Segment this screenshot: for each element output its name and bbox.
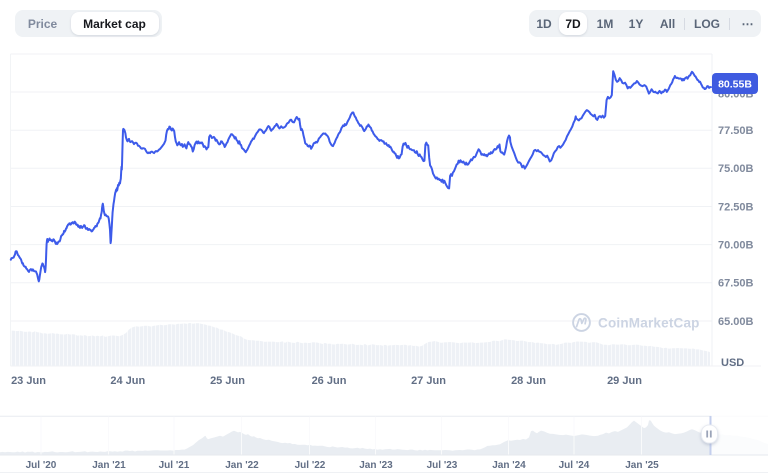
svg-text:80.55B: 80.55B — [718, 78, 752, 90]
svg-text:72.50B: 72.50B — [718, 201, 754, 213]
svg-text:75.00B: 75.00B — [718, 163, 754, 175]
svg-text:29 Jun: 29 Jun — [607, 375, 642, 387]
svg-text:28 Jun: 28 Jun — [511, 375, 546, 387]
svg-text:USD: USD — [721, 357, 744, 369]
svg-text:77.50B: 77.50B — [718, 125, 754, 137]
svg-text:27 Jun: 27 Jun — [411, 375, 446, 387]
svg-text:26 Jun: 26 Jun — [312, 375, 347, 387]
svg-text:CoinMarketCap: CoinMarketCap — [598, 316, 700, 331]
svg-text:Jan '25: Jan '25 — [625, 460, 659, 471]
svg-text:Jul '22: Jul '22 — [295, 460, 326, 471]
svg-text:23 Jun: 23 Jun — [11, 375, 46, 387]
svg-text:Jan '23: Jan '23 — [359, 460, 393, 471]
svg-text:Jul '20: Jul '20 — [26, 460, 57, 471]
svg-text:Jan '22: Jan '22 — [225, 460, 259, 471]
svg-text:Jul '23: Jul '23 — [427, 460, 458, 471]
svg-text:70.00B: 70.00B — [718, 239, 754, 251]
svg-text:24 Jun: 24 Jun — [110, 375, 145, 387]
svg-text:65.00B: 65.00B — [718, 316, 754, 328]
svg-text:25 Jun: 25 Jun — [210, 375, 245, 387]
svg-text:Jan '21: Jan '21 — [92, 460, 126, 471]
svg-text:67.50B: 67.50B — [718, 278, 754, 290]
svg-text:Jul '24: Jul '24 — [559, 460, 590, 471]
svg-text:Jan '24: Jan '24 — [492, 460, 526, 471]
svg-text:Jul '21: Jul '21 — [159, 460, 190, 471]
